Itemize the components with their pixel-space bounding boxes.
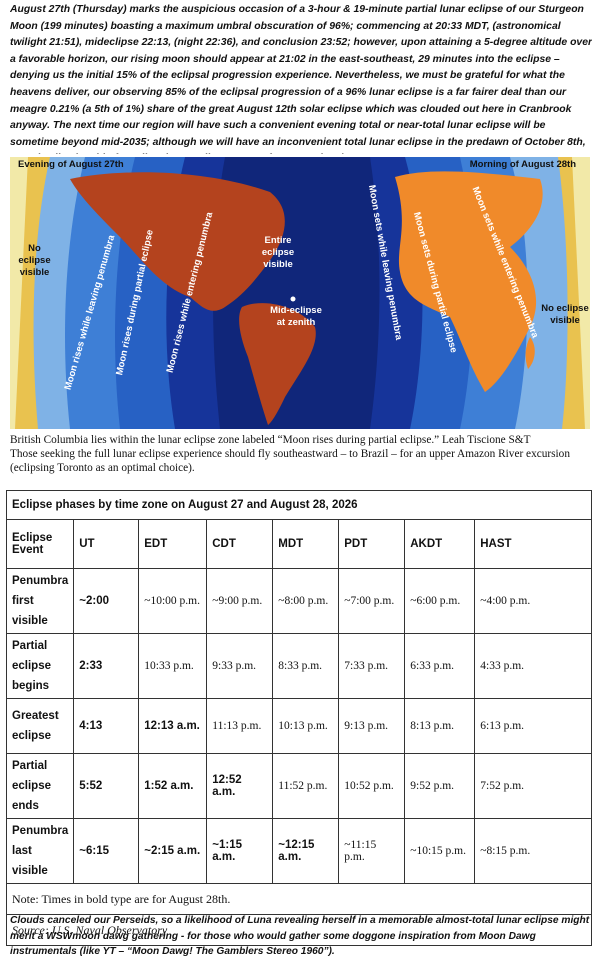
cell: 11:52 p.m. xyxy=(272,753,340,819)
map-label: Entire eclipse visible xyxy=(261,235,295,270)
cell: 11:13 p.m. xyxy=(206,698,274,754)
eclipse-map: Evening of August 27th Morning of August… xyxy=(10,157,590,429)
cell: 1:52 a.m. xyxy=(138,753,208,819)
cell: 10:13 p.m. xyxy=(272,698,340,754)
cell: 4:13 xyxy=(73,698,140,754)
cell: 9:33 p.m. xyxy=(206,633,274,699)
header-cell: PDT xyxy=(338,519,406,569)
cell: 8:13 p.m. xyxy=(404,698,476,754)
map-label: No eclipse visible xyxy=(18,243,51,278)
cell: 10:52 p.m. xyxy=(338,753,406,819)
cell: ~11:15 p.m. xyxy=(338,818,406,884)
cell: ~10:00 p.m. xyxy=(138,568,208,634)
cell: 2:33 xyxy=(73,633,140,699)
cell: 7:33 p.m. xyxy=(338,633,406,699)
cell: 6:33 p.m. xyxy=(404,633,476,699)
event-cell: Partial eclipse begins xyxy=(5,633,75,699)
cell: ~2:00 xyxy=(73,568,140,634)
cell: 4:33 p.m. xyxy=(474,633,592,699)
cell: ~7:00 p.m. xyxy=(338,568,406,634)
header-cell: HAST xyxy=(474,519,592,569)
event-cell: Partial eclipse ends xyxy=(5,753,75,819)
caption-line: British Columbia lies within the lunar e… xyxy=(10,434,531,446)
cell: ~10:15 p.m. xyxy=(404,818,476,884)
cell: ~4:00 p.m. xyxy=(474,568,592,634)
cell: ~6:15 xyxy=(73,818,140,884)
caption: British Columbia lies within the lunar e… xyxy=(10,433,592,485)
header-cell: CDT xyxy=(206,519,274,569)
cell: 12:52 a.m. xyxy=(206,753,274,819)
event-cell: Penumbra last visible xyxy=(5,818,75,884)
caption-line: Those seeking the full lunar eclipse exp… xyxy=(10,448,570,474)
map-label: Mid-eclipse at zenith xyxy=(270,305,322,328)
cell: ~8:00 p.m. xyxy=(272,568,340,634)
cell: 7:52 p.m. xyxy=(474,753,592,819)
map-label: No eclipse visible xyxy=(541,303,589,326)
header-cell: Eclipse Event xyxy=(5,519,75,569)
table-source: Source: U.S. Naval Observatory xyxy=(6,914,592,946)
cell: 10:33 p.m. xyxy=(138,633,208,699)
header-cell: AKDT xyxy=(404,519,476,569)
eclipse-table: Eclipse phases by time zone on August 27… xyxy=(5,490,592,946)
header-cell: MDT xyxy=(272,519,340,569)
cell: ~8:15 p.m. xyxy=(474,818,592,884)
cell: ~12:15 a.m. xyxy=(272,818,340,884)
cell: 12:13 a.m. xyxy=(138,698,208,754)
cell: 6:13 p.m. xyxy=(474,698,592,754)
header-cell: UT xyxy=(73,519,140,569)
map-graphic xyxy=(10,157,590,429)
footer-paragraph: Clouds canceled our Perseids, so a likel… xyxy=(10,915,590,957)
cell: 9:13 p.m. xyxy=(338,698,406,754)
map-label: Morning of August 28th xyxy=(469,159,576,170)
cell: 8:33 p.m. xyxy=(272,633,340,699)
cell: ~1:15 a.m. xyxy=(206,818,274,884)
event-cell: Greatest eclipse xyxy=(5,698,75,754)
intro-paragraph: August 27th (Thursday) marks the auspici… xyxy=(10,4,592,154)
cell: 9:52 p.m. xyxy=(404,753,476,819)
header-cell: EDT xyxy=(138,519,208,569)
cell: ~6:00 p.m. xyxy=(404,568,476,634)
table-title: Eclipse phases by time zone on August 27… xyxy=(6,490,592,520)
map-label: Evening of August 27th xyxy=(18,159,124,170)
table-note: Note: Times in bold type are for August … xyxy=(6,883,592,915)
cell: ~9:00 p.m. xyxy=(206,568,274,634)
cell: ~2:15 a.m. xyxy=(138,818,208,884)
event-cell: Penumbra first visible xyxy=(5,568,75,634)
cell: 5:52 xyxy=(73,753,140,819)
